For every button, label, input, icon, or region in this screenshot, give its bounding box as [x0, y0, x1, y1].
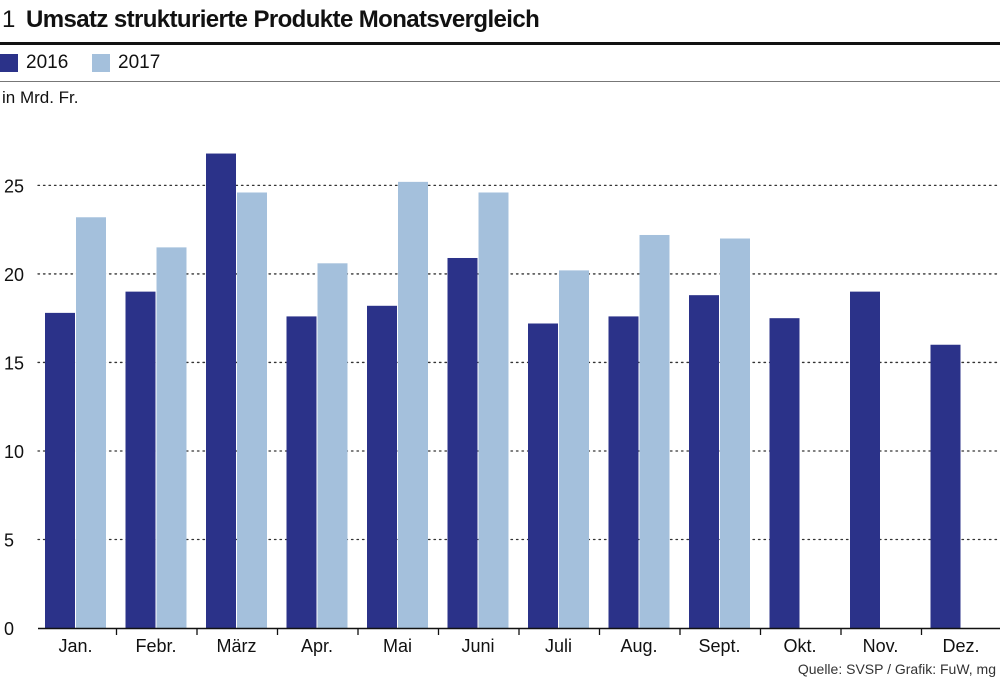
unit-label: in Mrd. Fr.	[2, 88, 79, 107]
x-tick-label-1: Jan.	[58, 636, 92, 656]
bar-2016-8	[608, 316, 639, 628]
chart-number: 1	[2, 6, 16, 33]
x-tick-label-4: Apr.	[301, 636, 333, 656]
x-tick-label-3: März	[217, 636, 257, 656]
source-note: Quelle: SVSP / Grafik: FuW, mg	[797, 661, 996, 677]
legend-rule	[0, 81, 1000, 82]
y-tick-label-5: 5	[4, 530, 14, 550]
y-tick-label-0: 0	[4, 619, 14, 639]
bar-2017-5	[398, 181, 428, 628]
bar-2016-6	[447, 257, 478, 628]
x-tick-label-11: Nov.	[863, 636, 899, 656]
bar-2017-4	[317, 263, 348, 628]
bar-2016-5	[367, 305, 397, 628]
y-tick-label-15: 15	[4, 353, 24, 373]
bar-2017-6	[478, 192, 509, 628]
bar-2017-3	[237, 192, 267, 628]
bar-2016-11	[850, 291, 880, 628]
bar-2017-1	[76, 217, 106, 628]
x-tick-label-12: Dez.	[942, 636, 979, 656]
chart-title: Umsatz strukturierte Produkte Monatsverg…	[26, 6, 540, 33]
x-tick-label-10: Okt.	[783, 636, 816, 656]
y-tick-label-20: 20	[4, 265, 24, 285]
bar-2016-12	[930, 344, 961, 628]
x-tick-label-9: Sept.	[698, 636, 740, 656]
x-tick-label-6: Juni	[461, 636, 494, 656]
bar-2017-7	[559, 270, 589, 628]
bar-2016-7	[528, 323, 558, 628]
bar-2016-1	[45, 312, 75, 628]
legend-label-2016: 2016	[26, 52, 69, 73]
legend-swatch-2016	[0, 54, 18, 72]
bar-2016-4	[286, 316, 317, 628]
bar-2016-9	[689, 295, 719, 628]
bar-2017-8	[639, 234, 670, 628]
bar-2016-3	[206, 153, 236, 628]
title-rule	[0, 42, 1000, 45]
legend-swatch-2017	[92, 54, 110, 72]
y-tick-label-10: 10	[4, 442, 24, 462]
x-tick-label-8: Aug.	[620, 636, 657, 656]
x-tick-label-2: Febr.	[135, 636, 176, 656]
y-tick-label-25: 25	[4, 176, 24, 196]
bar-2017-9	[720, 238, 750, 628]
legend-label-2017: 2017	[118, 52, 161, 73]
bar-2017-2	[156, 247, 187, 629]
bar-2016-2	[125, 291, 156, 628]
chart-header: 1 Umsatz strukturierte Produkte Monatsve…	[0, 0, 1000, 45]
x-tick-label-7: Juli	[545, 636, 572, 656]
x-tick-label-5: Mai	[383, 636, 412, 656]
bar-2016-10	[769, 318, 800, 628]
